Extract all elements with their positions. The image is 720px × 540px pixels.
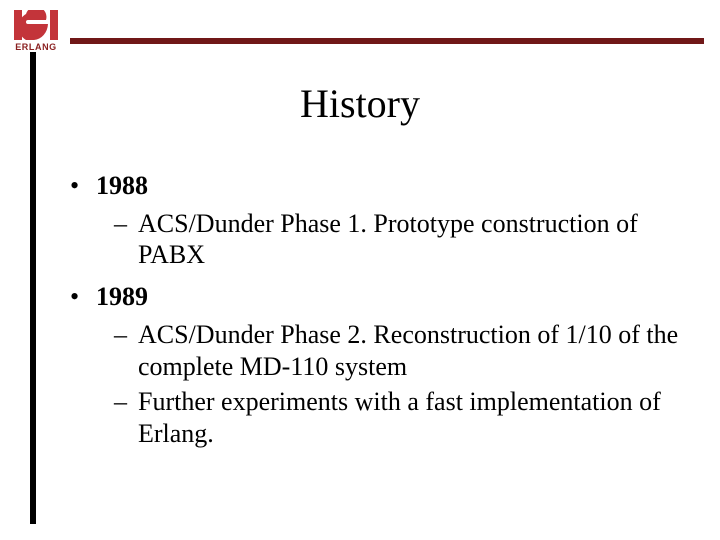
slide-body: • 1988 – ACS/Dunder Phase 1. Prototype c… — [70, 160, 680, 454]
erlang-logo-icon — [14, 10, 58, 40]
erlang-logo: ERLANG — [10, 10, 62, 52]
erlang-logo-label: ERLANG — [10, 42, 62, 52]
bullet-item: • 1989 — [70, 281, 680, 313]
bullet-item: – ACS/Dunder Phase 2. Reconstruction of … — [114, 319, 680, 382]
slide: ERLANG History • 1988 – ACS/Dunder Phase… — [0, 0, 720, 540]
bullet-text: 1989 — [96, 281, 148, 313]
slide-title: History — [0, 80, 720, 127]
dash-marker: – — [114, 319, 138, 351]
bullet-marker: • — [70, 170, 96, 202]
dash-marker: – — [114, 208, 138, 240]
bullet-item: – ACS/Dunder Phase 1. Prototype construc… — [114, 208, 680, 271]
header-horizontal-rule — [70, 38, 704, 44]
bullet-text: ACS/Dunder Phase 2. Reconstruction of 1/… — [138, 319, 680, 382]
bullet-text: 1988 — [96, 170, 148, 202]
dash-marker: – — [114, 386, 138, 418]
bullet-text: Further experiments with a fast implemen… — [138, 386, 680, 449]
bullet-item: – Further experiments with a fast implem… — [114, 386, 680, 449]
bullet-item: • 1988 — [70, 170, 680, 202]
bullet-marker: • — [70, 281, 96, 313]
bullet-text: ACS/Dunder Phase 1. Prototype constructi… — [138, 208, 680, 271]
